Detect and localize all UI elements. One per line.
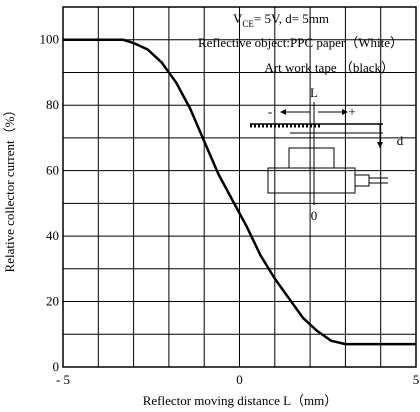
y-tick-label: 60: [46, 163, 59, 178]
reflective-object-note: Reflective object:PPC paper（White）: [198, 35, 403, 50]
inset-sensor-lens: [288, 147, 335, 169]
y-tick-label: 40: [46, 228, 59, 243]
plot-area: [63, 38, 416, 346]
x-tick-label: 5: [413, 372, 420, 387]
inset-arrowhead-left: [280, 109, 286, 115]
y-tick-label: 20: [46, 294, 59, 309]
plot-frame: [62, 6, 417, 368]
x-tick-label: 0: [236, 372, 243, 387]
inset-arrowhead-right: [342, 109, 348, 115]
y-tick-label: 80: [46, 97, 59, 112]
art-work-tape-note: Art work tape （black）: [264, 60, 394, 75]
x-tick-label: - 5: [56, 372, 70, 387]
y-axis-label: Relative collector current（%）: [2, 104, 17, 273]
inset-l-label: L: [310, 85, 318, 100]
inset-diagram: L - + d 0: [250, 85, 404, 223]
inset-d-label: d: [397, 133, 404, 148]
inset-d-arrowhead: [377, 142, 383, 148]
y-tick-label: 100: [40, 32, 60, 47]
x-axis-label: Reflector moving distance L（mm）: [143, 393, 338, 408]
inset-plus-label: +: [348, 104, 355, 119]
vce-condition: VCE= 5V, d= 5mm: [233, 11, 329, 29]
inset-zero-label: 0: [311, 208, 318, 223]
grid: [62, 6, 417, 368]
inset-sensor-body: [267, 167, 356, 194]
series-line: [63, 38, 416, 346]
conditions: VCE= 5V, d= 5mm Reflective object:PPC pa…: [198, 11, 403, 75]
y-tick-label: 0: [53, 359, 60, 374]
inset-minus-label: -: [268, 104, 272, 119]
inset-sensor-leads: [354, 174, 370, 187]
